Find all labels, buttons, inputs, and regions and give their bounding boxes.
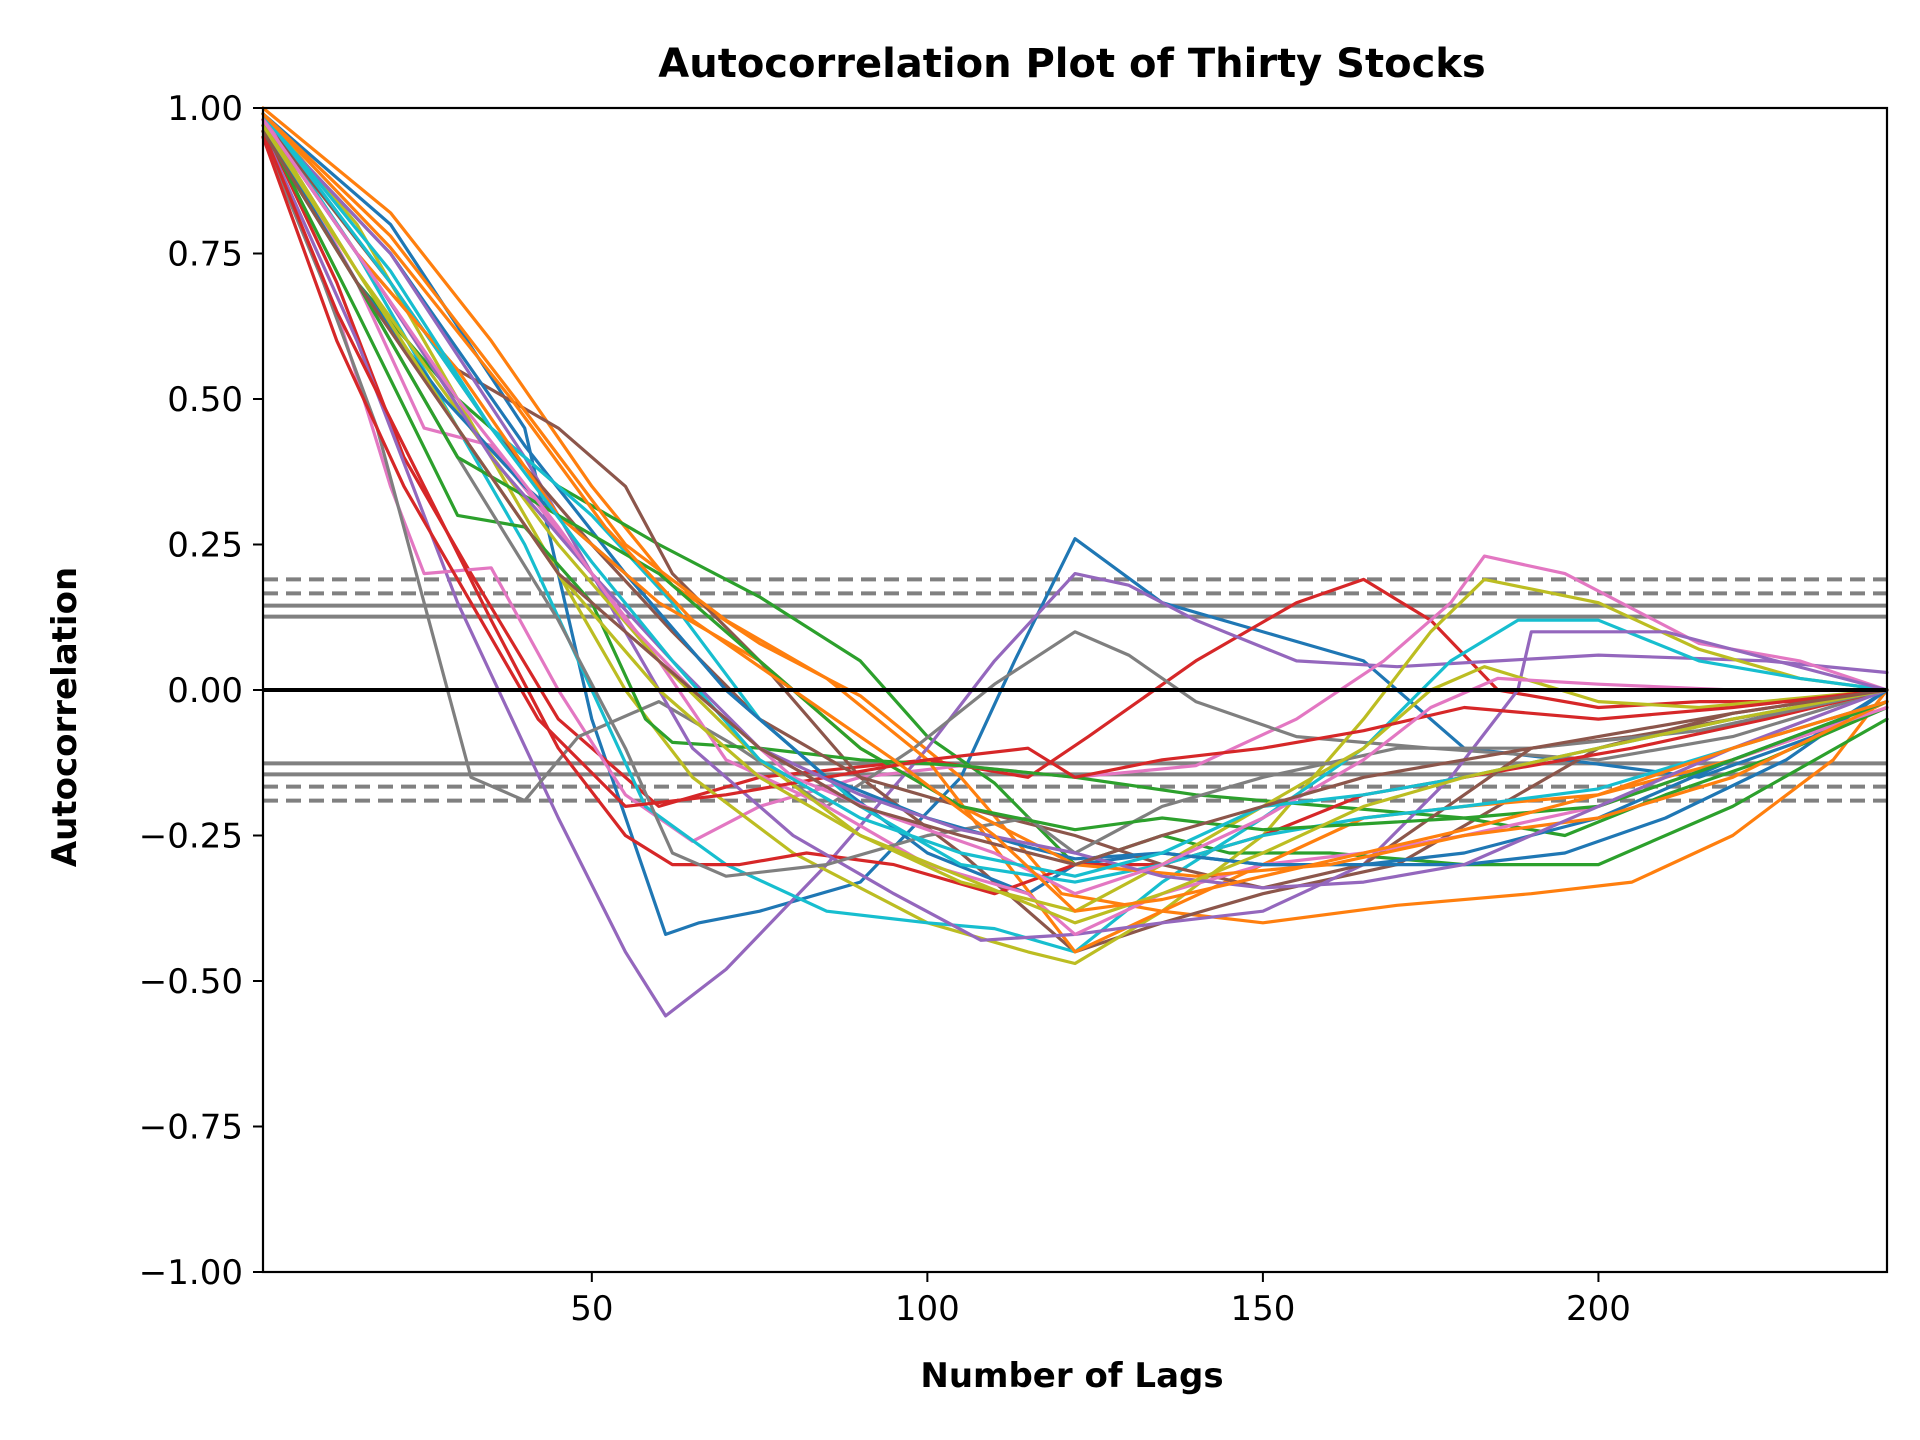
series-line: [261, 112, 1889, 954]
y-tick-label: 0.75: [167, 235, 243, 275]
x-axis-title: Number of Lags: [920, 1356, 1223, 1396]
series-line: [261, 129, 1889, 1018]
y-tick-label: 1.00: [167, 89, 243, 129]
x-tick-label: 100: [895, 1289, 960, 1329]
series-line: [261, 112, 1889, 913]
series-line: [261, 118, 1889, 942]
y-tick-label: −0.50: [139, 962, 243, 1002]
series-line: [261, 112, 1889, 884]
y-tick-label: 0.25: [167, 526, 243, 566]
series-line: [261, 135, 1889, 808]
series-line: [261, 123, 1889, 867]
series-line: [261, 129, 1889, 832]
y-tick-label: −0.25: [139, 817, 243, 857]
y-tick-label: 0.50: [167, 380, 243, 420]
y-tick-label: −0.75: [139, 1108, 243, 1148]
series-line: [261, 106, 1889, 925]
x-tick-label: 50: [570, 1289, 613, 1329]
y-axis-title: Autocorrelation: [45, 567, 85, 867]
series-group: [261, 106, 1889, 1018]
x-tick-label: 150: [1230, 1289, 1295, 1329]
series-line: [261, 118, 1889, 890]
series-line: [261, 123, 1889, 878]
chart-title: Autocorrelation Plot of Thirty Stocks: [658, 41, 1485, 87]
ticks: 50 100 150 200 −1.00 −0.75 −0.50 −0.25 0.00 0.25 0…: [139, 89, 1631, 1329]
series-line: [261, 129, 1889, 867]
y-tick-label: 0.00: [167, 671, 243, 711]
series-line: [261, 112, 1889, 936]
x-tick-label: 200: [1566, 1289, 1631, 1329]
y-tick-label: −1.00: [139, 1253, 243, 1293]
series-line: [261, 123, 1889, 808]
